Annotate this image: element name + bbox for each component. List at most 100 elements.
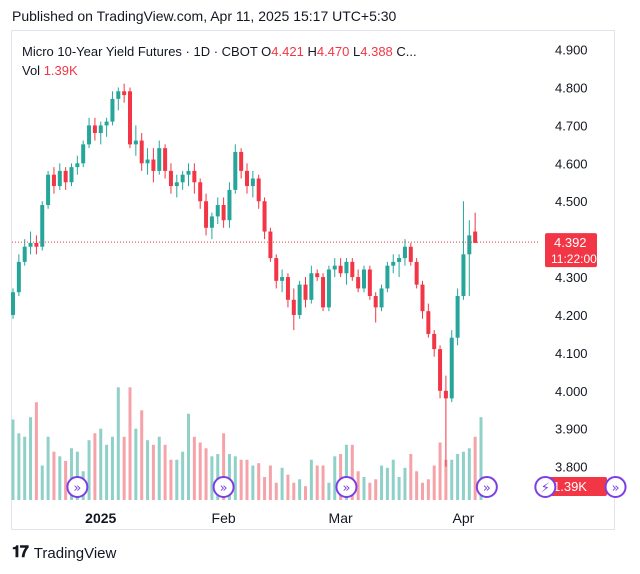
volume-bar [380,465,384,500]
volume-bar [34,402,38,500]
event-marker-glyph: » [483,481,491,496]
published-text: Published on TradingView.com, Apr 11, 20… [12,8,397,24]
candle-body [291,299,296,315]
candle-body [163,148,168,171]
candle-body [473,231,478,243]
candle-body [81,144,86,164]
volume-bar [70,448,73,500]
candle-body [174,182,179,187]
candle-body [297,284,302,315]
candle-body [467,235,472,255]
candle-body [385,265,390,289]
open-label: O [261,44,272,59]
volume-bar [239,459,243,500]
candle-body [215,205,220,217]
x-tick-label: 2025 [85,510,116,526]
candle-body [233,151,238,190]
volume-bar [280,467,284,500]
volume-bar [421,482,424,500]
volume-bar [110,436,114,500]
x-tick-label: Mar [329,510,353,526]
event-marker-icon[interactable] [335,476,358,498]
volume-bar [304,486,307,500]
candle-body [262,201,267,232]
candle-body [256,178,261,202]
y-tick-label: 4.300 [555,270,588,285]
candle-body [104,121,109,126]
x-tick-label: Feb [212,510,236,526]
chart-legend: Micro 10-Year Yield Futures · 1D · CBOT … [22,42,417,80]
x-tick-label: Apr [453,510,475,526]
candle-body [63,170,68,183]
event-marker-icon[interactable] [66,476,89,498]
candle-body [75,163,80,168]
candle-body [315,273,320,278]
candle-body [344,261,349,274]
volume-bar [233,456,237,500]
candle-body [16,261,21,293]
event-marker-icon[interactable] [475,476,498,498]
volume-bar [397,477,401,500]
volume-bar [298,479,302,500]
volume-bar [286,474,290,500]
candle-body [326,269,331,308]
volume-bar [187,413,190,500]
candle-body [133,140,138,145]
symbol-title: Micro 10-Year Yield Futures · 1D · CBOT [22,44,258,59]
volume-bar [339,454,343,500]
high-label: H [307,44,317,59]
volume-bar [327,482,331,500]
volume-label: Vol [22,63,41,78]
candle-body [303,284,308,300]
volume-bar [87,440,91,500]
candle-body [69,167,74,183]
candle-body [432,333,437,350]
candle-body [461,254,466,297]
y-tick-label: 4.900 [555,43,588,58]
volume-bar [64,460,68,500]
volume-bar [46,436,50,500]
candle-body [449,337,454,399]
y-tick-label: 4.600 [555,156,588,171]
candle-body [350,261,355,278]
candle-body [367,269,372,297]
volume-bar [222,433,226,500]
event-marker-icon[interactable] [534,476,557,498]
volume-bar [309,459,313,500]
candle-body [122,91,127,96]
volume-bar [450,459,454,500]
event-marker-glyph: » [612,481,620,496]
candle-body [321,277,326,308]
volume-bar [403,467,407,500]
candle-body [426,311,431,334]
candle-body [379,288,384,308]
volume-bar [251,465,255,500]
event-marker-glyph: » [342,481,350,496]
volume-bar [432,465,436,500]
volume-bar [157,436,161,500]
volume-bar [58,456,62,500]
event-marker-icon[interactable] [212,476,235,498]
candle-body [362,269,366,289]
volume-bar [204,448,208,500]
candle-body [250,178,255,187]
volume-bar [438,442,442,500]
volume-bar [385,467,389,500]
candle-body [116,91,121,99]
footer-brand[interactable]: 𝟏𝟕 TradingView [12,544,116,562]
candle-body [443,390,448,399]
volume-bar [216,454,220,500]
volume-bar [146,440,150,500]
event-marker-icon[interactable] [604,476,627,498]
candle-body [209,216,214,228]
volume-bar [257,463,261,500]
candle-body [198,182,203,202]
y-tick-label: 4.700 [555,118,588,133]
volume-bar [116,387,120,500]
volume-bar [344,444,348,500]
candle-body [274,258,279,281]
volume-bar [169,459,173,500]
candle-body [92,125,97,133]
volume-bar [426,479,430,500]
